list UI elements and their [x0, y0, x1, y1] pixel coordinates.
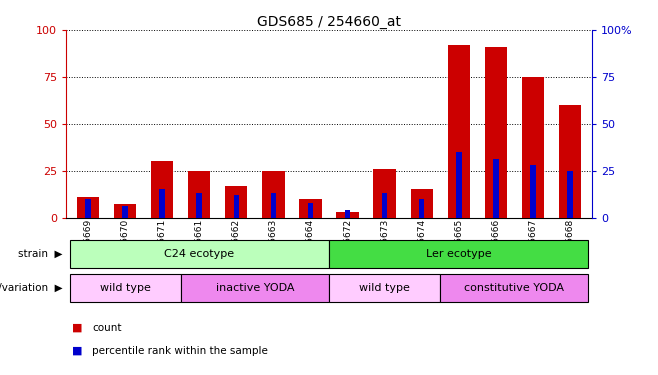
Bar [382, 193, 388, 217]
Bar [419, 199, 424, 217]
Bar [374, 169, 395, 217]
Bar [567, 171, 572, 217]
Bar [86, 199, 91, 217]
Bar [447, 45, 470, 218]
Bar [263, 171, 284, 217]
Bar [336, 212, 359, 217]
Text: strain  ▶: strain ▶ [18, 249, 63, 259]
Bar [345, 210, 350, 218]
Title: GDS685 / 254660_at: GDS685 / 254660_at [257, 15, 401, 29]
Text: Ler ecotype: Ler ecotype [426, 249, 492, 259]
Bar [522, 77, 544, 218]
Bar [159, 189, 165, 217]
Bar [197, 193, 202, 217]
Text: count: count [92, 323, 122, 333]
Text: wild type: wild type [99, 283, 151, 293]
Bar [270, 193, 276, 217]
Bar [122, 206, 128, 218]
Bar [114, 204, 136, 218]
Text: ■: ■ [72, 323, 83, 333]
Text: ■: ■ [72, 346, 83, 355]
Bar [151, 161, 173, 218]
Bar [299, 199, 322, 217]
Bar [329, 240, 588, 268]
Bar [456, 152, 461, 217]
Bar [530, 165, 536, 218]
Bar [329, 274, 440, 302]
Text: C24 ecotype: C24 ecotype [164, 249, 234, 259]
Bar [308, 202, 313, 217]
Bar [493, 159, 499, 218]
Bar [181, 274, 329, 302]
Text: genotype/variation  ▶: genotype/variation ▶ [0, 283, 63, 293]
Bar [559, 105, 581, 218]
Bar [440, 274, 588, 302]
Text: wild type: wild type [359, 283, 410, 293]
Bar [411, 189, 433, 217]
Text: percentile rank within the sample: percentile rank within the sample [92, 346, 268, 355]
Bar [77, 197, 99, 217]
Bar [234, 195, 239, 217]
Bar [70, 240, 329, 268]
Bar [225, 186, 247, 218]
Bar [188, 171, 211, 217]
Text: inactive YODA: inactive YODA [216, 283, 294, 293]
Bar [70, 274, 181, 302]
Bar [485, 47, 507, 217]
Text: constitutive YODA: constitutive YODA [465, 283, 565, 293]
